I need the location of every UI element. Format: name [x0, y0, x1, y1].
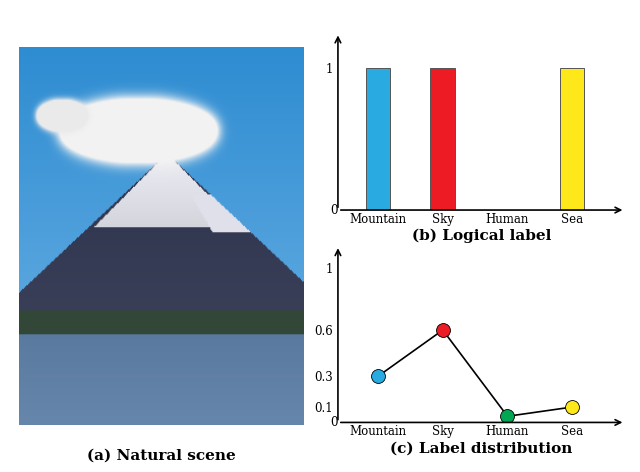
Bar — [431, 68, 455, 210]
Bar — [560, 68, 584, 210]
Bar — [366, 68, 390, 210]
Text: (c) Label distribution: (c) Label distribution — [390, 441, 573, 455]
Point — [438, 326, 448, 334]
Point — [373, 372, 383, 380]
Text: (a) Natural scene: (a) Natural scene — [87, 448, 236, 463]
Text: (b) Logical label: (b) Logical label — [412, 229, 551, 243]
Text: 0: 0 — [330, 203, 338, 217]
Point — [567, 403, 577, 411]
Point — [502, 413, 513, 420]
Text: 0: 0 — [330, 416, 338, 429]
